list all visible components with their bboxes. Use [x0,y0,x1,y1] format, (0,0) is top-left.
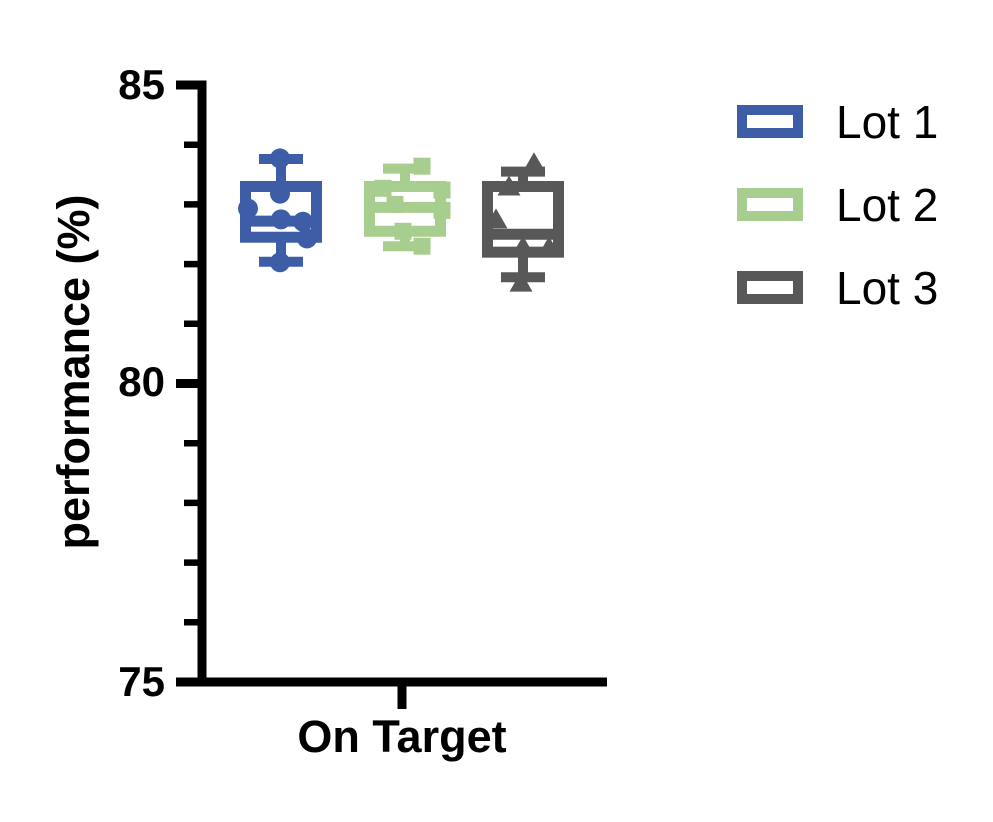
lot-2-point-square [433,201,451,219]
lot-2-point-square [374,179,392,197]
legend-label-lot-2: Lot 2 [836,178,939,231]
lot-3-point-triangle [497,175,521,196]
lot-1-point-circle [293,211,313,232]
lot-2-point-square [413,237,431,255]
lot-3-point-triangle [484,208,508,229]
lot-1-point-circle [270,148,290,169]
lot-3-point-triangle [537,236,561,257]
y-tick-label-85: 85 [118,61,165,108]
lot-3-point-triangle [522,152,546,173]
lot-3-point-triangle [509,271,533,292]
lot-2-point-square [394,222,412,240]
x-category-label: On Target [297,711,507,762]
legend-item-lot-1: Lot 1 [737,99,938,145]
legend-swatch-lot-3-icon [737,271,803,304]
lot-1-point-circle [297,228,317,249]
legend-item-lot-3: Lot 3 [737,265,938,311]
legend-label-lot-3: Lot 3 [836,261,939,314]
legend: Lot 1 Lot 2 Lot 3 [737,99,938,352]
lot-2-point-square [413,157,431,175]
lot-1-point-circle [238,198,258,219]
legend-swatch-lot-2-icon [737,188,803,221]
lot-1-point-circle [270,183,290,204]
lot-1-point-circle [270,252,290,273]
y-tick-label-80: 80 [118,358,165,405]
lot-2-point-square [433,181,451,199]
legend-label-lot-1: Lot 1 [836,95,939,148]
lot-3-point-triangle [511,235,535,256]
legend-item-lot-2: Lot 2 [737,182,938,228]
lot-2-point-square [386,195,404,213]
lot-1-point-circle [271,209,291,230]
legend-swatch-lot-1-icon [737,105,803,138]
y-tick-label-75: 75 [118,658,165,705]
